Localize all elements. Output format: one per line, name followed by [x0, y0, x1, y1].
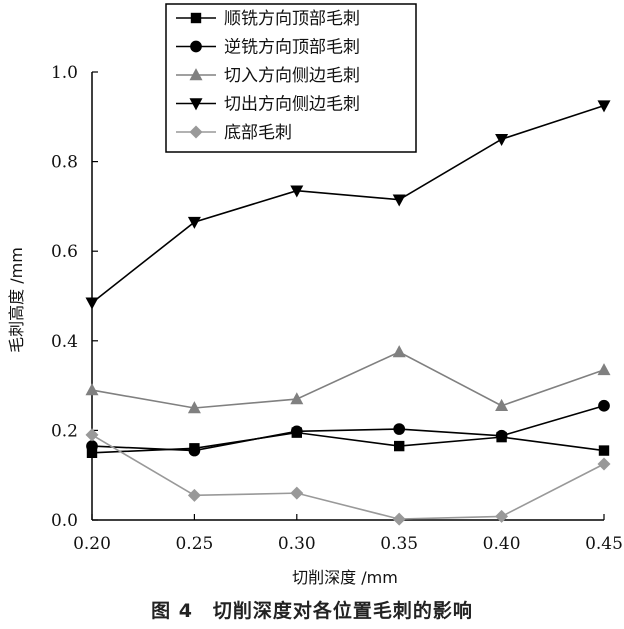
legend-label: 顺铣方向顶部毛刺 [224, 9, 360, 29]
series-line [91, 351, 605, 409]
data-point [85, 383, 99, 396]
legend-label: 底部毛刺 [224, 123, 292, 143]
data-point [495, 509, 509, 523]
legend-item: 切入方向侧边毛刺 [176, 66, 360, 86]
data-point [495, 429, 508, 442]
legend-marker [189, 68, 203, 81]
series-triangle-down [85, 100, 611, 310]
figure-caption: 图 4 切削深度对各位置毛刺的影响 [151, 600, 473, 622]
data-point [393, 423, 406, 435]
x-axis-title: 切削深度 /mm [292, 568, 398, 587]
y-tick-label: 0.6 [51, 242, 78, 262]
data-point [86, 447, 98, 458]
legend-item: 底部毛刺 [176, 123, 292, 143]
y-tick-label: 0.2 [51, 421, 78, 441]
legend-label: 逆铣方向顶部毛刺 [224, 38, 360, 58]
legend-marker [190, 12, 202, 24]
legend-label: 切入方向侧边毛刺 [224, 66, 360, 86]
y-axis-title: 毛刺高度 /mm [7, 247, 26, 353]
series-layer [85, 100, 611, 526]
y-tick-label: 0.0 [51, 511, 78, 531]
data-point [392, 512, 406, 526]
x-tick-label: 0.25 [175, 534, 213, 554]
x-tick-label: 0.35 [380, 534, 418, 554]
data-point [187, 216, 201, 229]
series-triangle-up [85, 345, 611, 414]
axis-ticks: 0.0 0.2 0.4 0.6 0.8 1.0 0.20 0.25 0.30 0.35 0.40 0.… [51, 63, 623, 554]
series-diamond [85, 428, 611, 526]
data-point [188, 444, 201, 457]
data-point [290, 486, 304, 500]
legend-label: 切出方向侧边毛刺 [224, 95, 360, 115]
data-point [290, 185, 304, 198]
legend-box [165, 3, 417, 153]
y-tick-label: 1.0 [51, 63, 78, 83]
legend-marker [189, 125, 203, 139]
data-point [187, 488, 201, 502]
y-tick-label: 0.8 [51, 153, 78, 173]
legend-item: 切出方向侧边毛刺 [176, 95, 360, 115]
x-tick-label: 0.45 [585, 534, 623, 554]
series-square [86, 427, 610, 458]
data-point [394, 440, 405, 452]
legend-marker [189, 98, 203, 111]
series-line [91, 434, 605, 520]
x-tick-label: 0.20 [73, 534, 111, 554]
data-point [597, 363, 611, 376]
data-point [290, 425, 303, 438]
data-point [598, 445, 610, 456]
x-tick-label: 0.40 [483, 534, 521, 554]
data-point [597, 457, 611, 471]
data-point [86, 440, 98, 452]
data-point [85, 297, 99, 310]
data-point [187, 401, 201, 414]
series-line [91, 404, 605, 452]
data-point [392, 345, 406, 358]
data-point [85, 428, 99, 442]
series-circle [86, 399, 610, 457]
legend-item: 逆铣方向顶部毛刺 [176, 38, 360, 58]
data-point [495, 134, 509, 147]
y-tick-label: 0.4 [51, 332, 78, 352]
series-line [91, 104, 605, 304]
legend-item: 顺铣方向顶部毛刺 [176, 9, 360, 29]
line-chart: 0.0 0.2 0.4 0.6 0.8 1.0 0.20 0.25 0.30 0.35 0.40 0.… [7, 3, 623, 587]
data-point [598, 399, 610, 412]
data-point [290, 392, 304, 405]
data-point [495, 398, 509, 411]
legend-marker [190, 40, 202, 53]
data-point [597, 100, 611, 113]
data-point [392, 194, 406, 207]
x-tick-label: 0.30 [278, 534, 316, 554]
